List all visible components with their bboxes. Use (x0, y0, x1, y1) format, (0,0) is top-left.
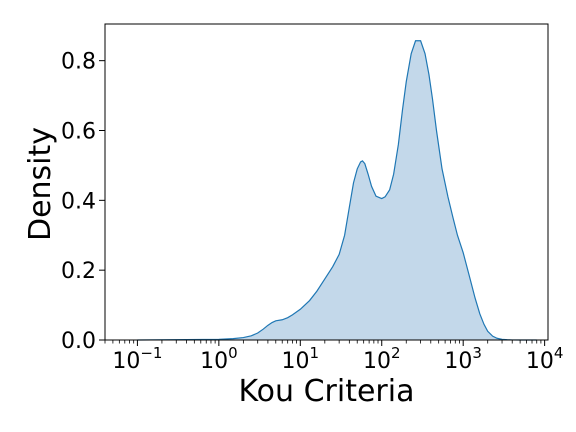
x-tick-label-4: 103 (444, 344, 482, 374)
x-tick-label-3: 102 (363, 344, 401, 374)
density-area-0 (137, 40, 537, 340)
x-tick-label-0: 10−1 (112, 344, 162, 374)
plot-frame (104, 23, 549, 341)
y-tick-label-0: 0.0 (61, 329, 96, 354)
x-tick-label-2: 101 (282, 344, 320, 374)
x-axis-label: Kou Criteria (239, 374, 415, 409)
y-tick-label-1: 0.2 (61, 259, 96, 284)
y-tick-label-3: 0.6 (61, 119, 96, 144)
y-tick-label-4: 0.8 (61, 50, 96, 75)
y-axis-label: Density (23, 127, 58, 241)
density-line-0 (137, 40, 537, 341)
x-tick-label-5: 104 (526, 344, 564, 374)
x-tick-label-1: 100 (200, 344, 238, 374)
y-tick-label-2: 0.4 (61, 189, 96, 214)
